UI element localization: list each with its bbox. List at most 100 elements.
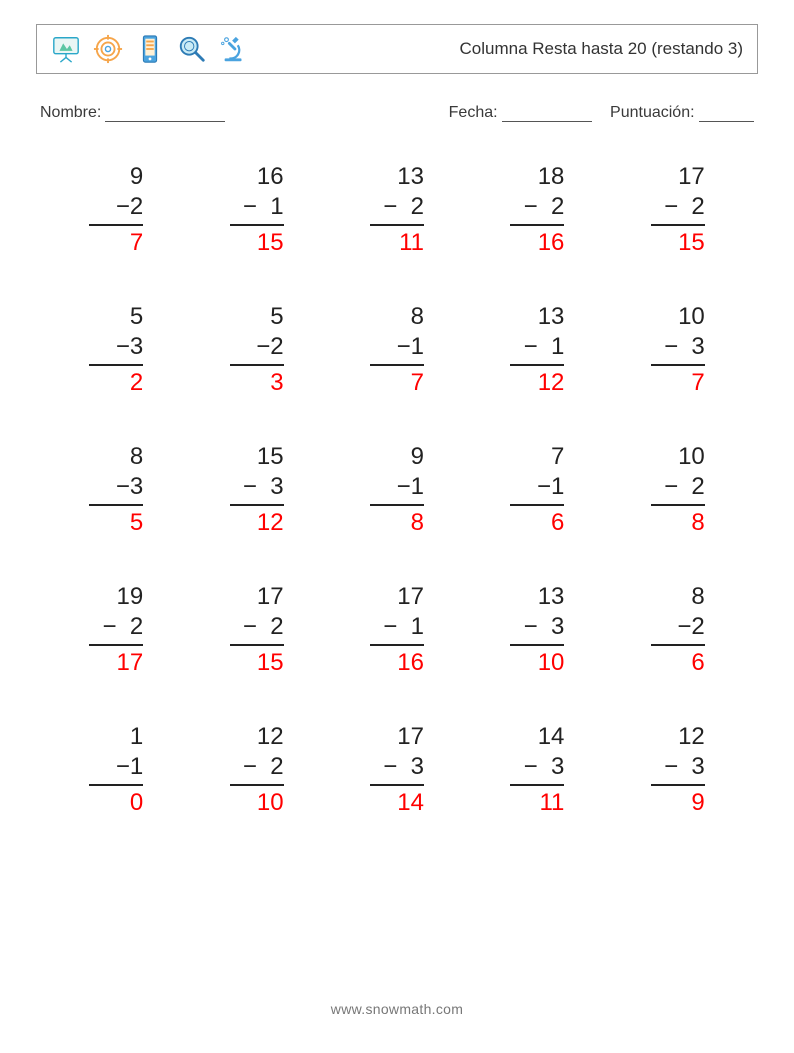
subtraction-stack: 13− 211: [370, 162, 424, 258]
subtraction-stack: 13− 112: [510, 302, 564, 398]
subtrahend-row: −2: [89, 192, 143, 226]
answer: 7: [370, 366, 424, 398]
problem: 7−16: [467, 442, 607, 538]
header-icons: [51, 34, 249, 64]
problem: 5−23: [186, 302, 326, 398]
problem: 14− 311: [467, 722, 607, 818]
subtrahend-row: − 2: [230, 612, 284, 646]
problem: 13− 310: [467, 582, 607, 678]
problem: 16− 115: [186, 162, 326, 258]
subtraction-stack: 17− 116: [370, 582, 424, 678]
subtrahend-row: − 3: [230, 472, 284, 506]
answer: 7: [651, 366, 705, 398]
meta-name: Nombre:: [40, 104, 225, 122]
problem: 18− 216: [467, 162, 607, 258]
subtraction-stack: 8−35: [89, 442, 143, 538]
subtraction-stack: 9−18: [370, 442, 424, 538]
problem: 17− 215: [186, 582, 326, 678]
subtrahend-row: − 2: [230, 752, 284, 786]
minuend: 9: [89, 162, 143, 192]
meta-date: Fecha:: [449, 104, 592, 122]
slideshow-icon: [51, 34, 81, 64]
subtrahend-row: −2: [651, 612, 705, 646]
problem: 1−10: [46, 722, 186, 818]
minuend: 10: [651, 442, 705, 472]
problem: 17− 215: [608, 162, 748, 258]
problem: 5−32: [46, 302, 186, 398]
answer: 15: [230, 646, 284, 678]
subtrahend-row: − 2: [89, 612, 143, 646]
subtraction-stack: 5−32: [89, 302, 143, 398]
score-blank: [699, 104, 754, 122]
phone-icon: [135, 34, 165, 64]
minuend: 15: [230, 442, 284, 472]
answer: 10: [230, 786, 284, 818]
problem: 9−18: [327, 442, 467, 538]
subtraction-stack: 10− 37: [651, 302, 705, 398]
subtraction-stack: 14− 311: [510, 722, 564, 818]
problem: 12− 210: [186, 722, 326, 818]
problem: 13− 211: [327, 162, 467, 258]
subtrahend-row: −1: [370, 472, 424, 506]
problem: 12− 39: [608, 722, 748, 818]
answer: 11: [370, 226, 424, 258]
subtrahend-row: − 2: [651, 192, 705, 226]
answer: 2: [89, 366, 143, 398]
subtraction-stack: 17− 314: [370, 722, 424, 818]
minuend: 17: [651, 162, 705, 192]
minuend: 1: [89, 722, 143, 752]
subtrahend-row: −3: [89, 472, 143, 506]
minuend: 16: [230, 162, 284, 192]
date-label: Fecha:: [449, 104, 498, 121]
magnifier-icon: [177, 34, 207, 64]
problems-grid: 9−2716− 11513− 21118− 21617− 2155−325−23…: [36, 150, 758, 818]
subtrahend-row: − 1: [370, 612, 424, 646]
date-blank: [502, 104, 592, 122]
subtraction-stack: 18− 216: [510, 162, 564, 258]
subtraction-stack: 15− 312: [230, 442, 284, 538]
problem: 19− 217: [46, 582, 186, 678]
minuend: 13: [510, 302, 564, 332]
subtraction-stack: 17− 215: [651, 162, 705, 258]
minuend: 8: [370, 302, 424, 332]
name-label: Nombre:: [40, 104, 101, 122]
minuend: 10: [651, 302, 705, 332]
problem: 10− 37: [608, 302, 748, 398]
answer: 15: [651, 226, 705, 258]
score-label: Puntuación:: [610, 104, 695, 121]
subtraction-stack: 8−17: [370, 302, 424, 398]
minuend: 13: [370, 162, 424, 192]
minuend: 8: [651, 582, 705, 612]
subtrahend-row: −1: [370, 332, 424, 366]
subtraction-stack: 17− 215: [230, 582, 284, 678]
minuend: 17: [370, 582, 424, 612]
subtrahend-row: − 1: [230, 192, 284, 226]
meta-row: Nombre: Fecha: Puntuación:: [36, 104, 758, 122]
minuend: 7: [510, 442, 564, 472]
answer: 3: [230, 366, 284, 398]
minuend: 14: [510, 722, 564, 752]
subtrahend-row: −1: [89, 752, 143, 786]
answer: 8: [651, 506, 705, 538]
subtraction-stack: 19− 217: [89, 582, 143, 678]
meta-score: Puntuación:: [610, 104, 754, 122]
subtrahend-row: − 2: [651, 472, 705, 506]
subtraction-stack: 1−10: [89, 722, 143, 818]
subtrahend-row: − 3: [510, 612, 564, 646]
name-blank: [105, 104, 225, 122]
minuend: 5: [230, 302, 284, 332]
subtrahend-row: − 1: [510, 332, 564, 366]
answer: 12: [510, 366, 564, 398]
microscope-icon: [219, 34, 249, 64]
subtrahend-row: −1: [510, 472, 564, 506]
minuend: 9: [370, 442, 424, 472]
target-icon: [93, 34, 123, 64]
minuend: 13: [510, 582, 564, 612]
minuend: 17: [230, 582, 284, 612]
answer: 6: [651, 646, 705, 678]
answer: 16: [370, 646, 424, 678]
problem: 9−27: [46, 162, 186, 258]
answer: 0: [89, 786, 143, 818]
subtrahend-row: − 2: [370, 192, 424, 226]
worksheet-page: Columna Resta hasta 20 (restando 3) Nomb…: [0, 0, 794, 818]
